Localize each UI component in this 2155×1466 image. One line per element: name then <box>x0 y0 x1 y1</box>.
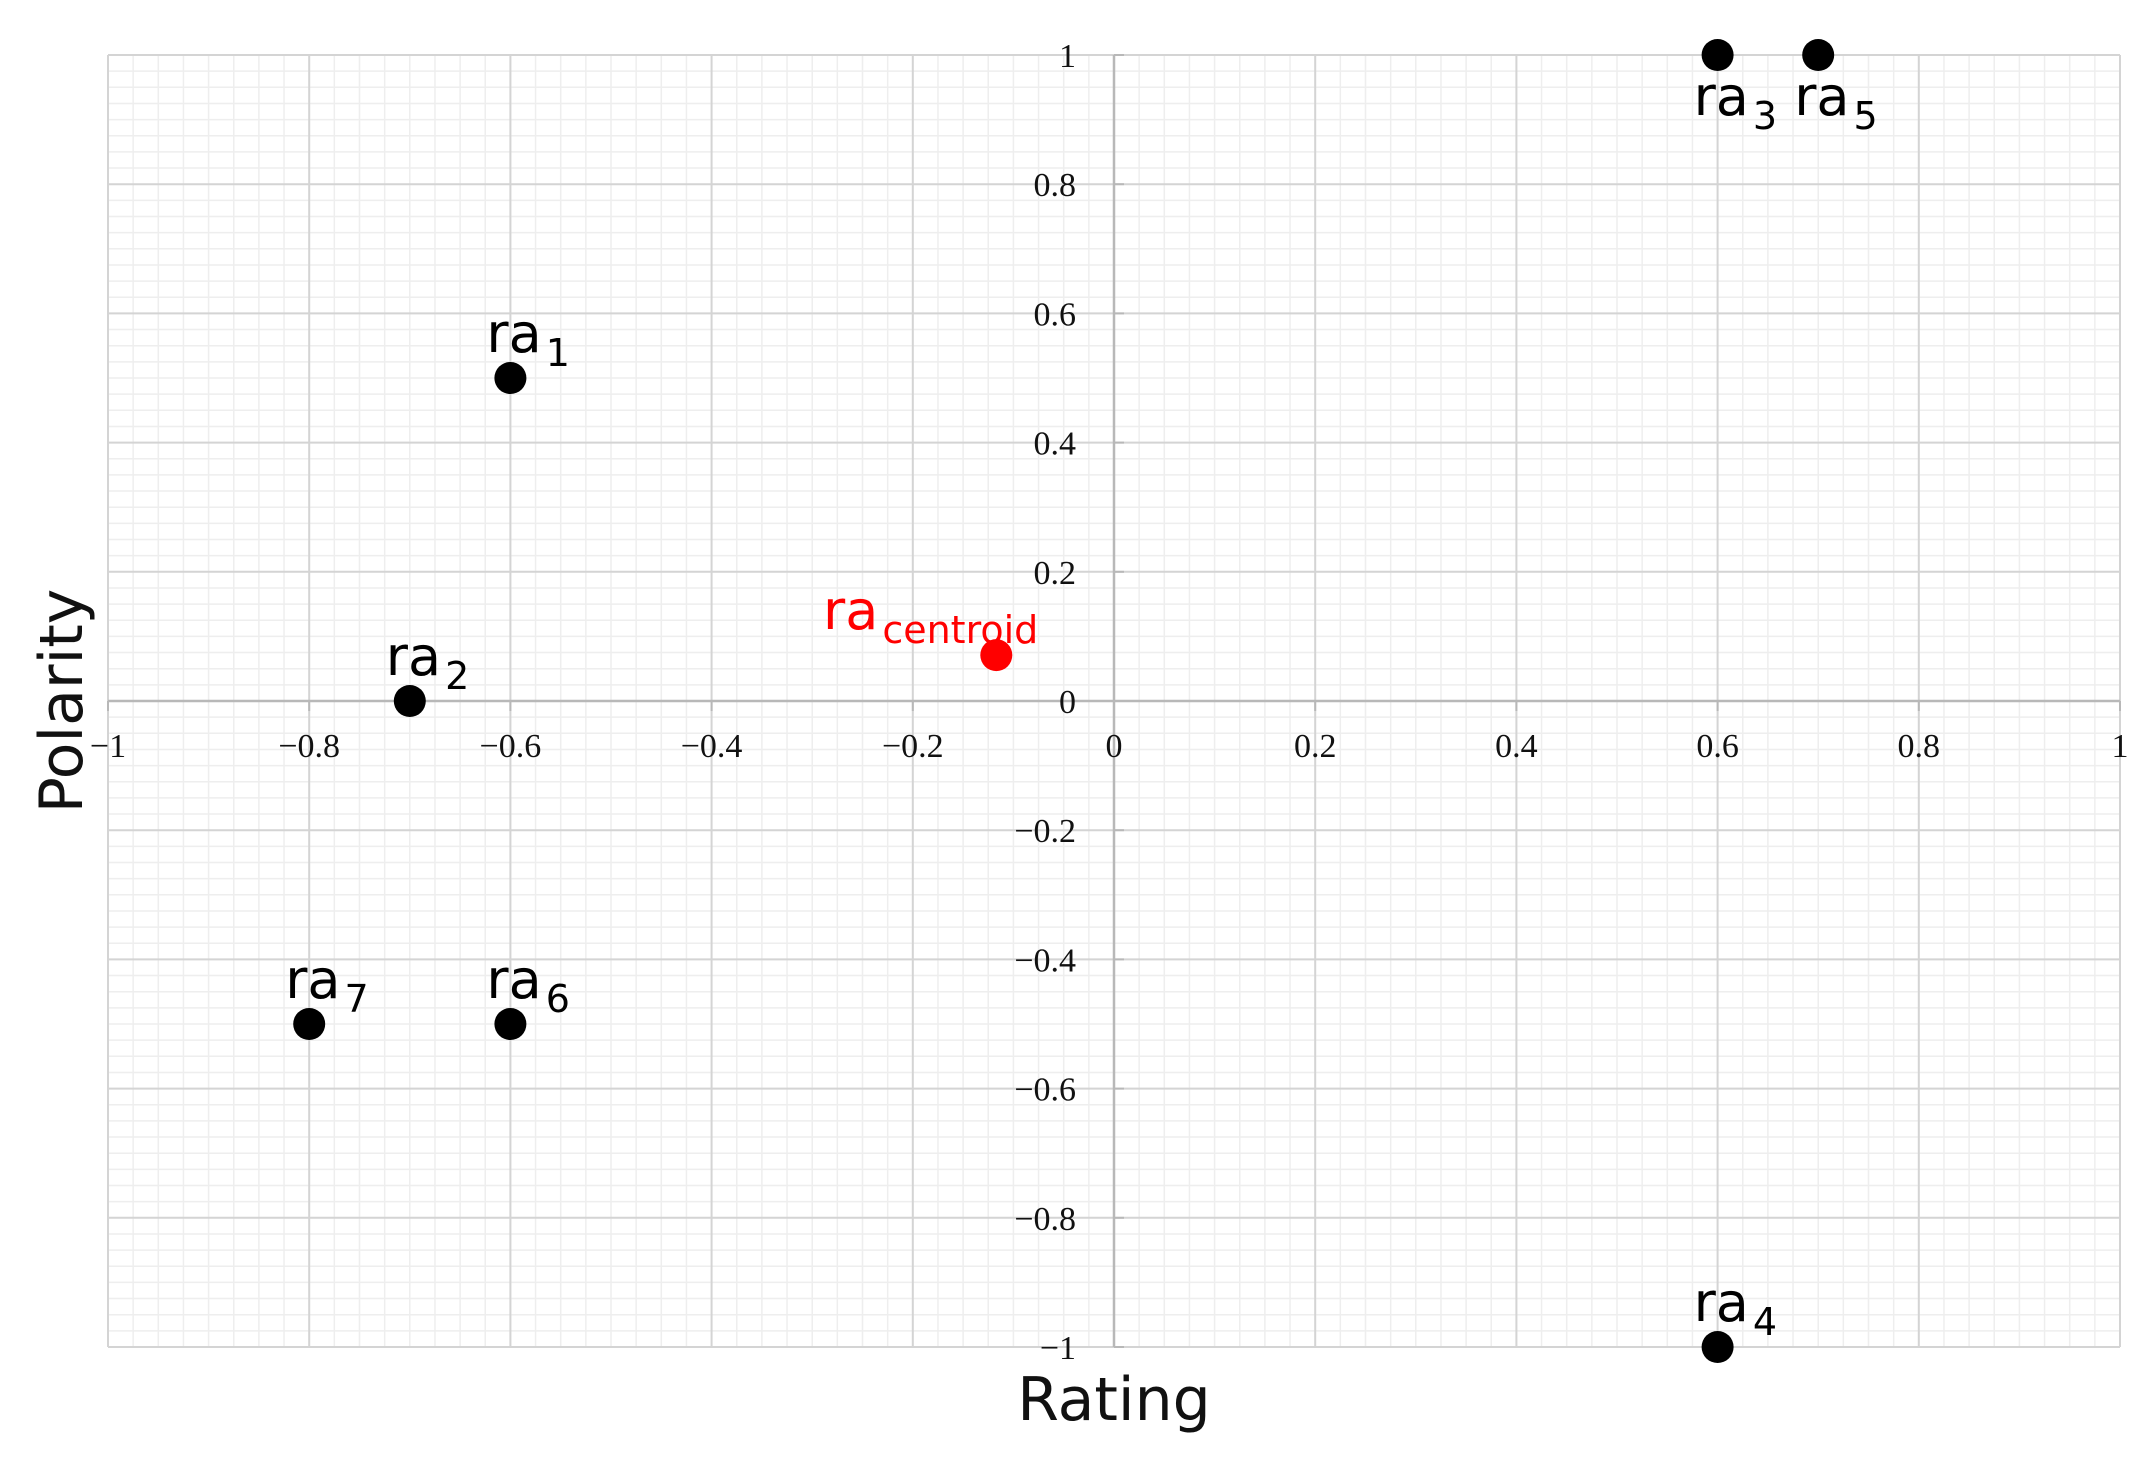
data-point <box>1701 1331 1734 1363</box>
point-label: ra 6 <box>486 948 569 1021</box>
y-tick-label: 0 <box>1059 684 1076 721</box>
x-tick-label: 0 <box>1106 728 1123 765</box>
data-points: ra 1 ra 2 ra 3 ra 4 ra 5 ra 6 ra 7 ra centroid <box>285 39 1878 1363</box>
x-tick-label: 0.2 <box>1294 728 1337 765</box>
point-label: ra 4 <box>1694 1271 1777 1344</box>
x-tick-label: −0.2 <box>882 728 944 765</box>
y-tick-label: 1 <box>1059 38 1076 75</box>
point-label: ra 2 <box>386 625 469 698</box>
y-tick-label: −1 <box>1040 1330 1076 1367</box>
point-label: ra centroid <box>823 579 1038 652</box>
point-label: ra 5 <box>1794 65 1877 138</box>
x-axis-title: Rating <box>1017 1365 1210 1435</box>
x-tick-label: −0.8 <box>278 728 340 765</box>
data-point <box>293 1008 326 1040</box>
data-point <box>980 639 1013 672</box>
data-point <box>1701 39 1734 71</box>
x-tick-label: −0.6 <box>480 728 542 765</box>
data-point <box>494 362 527 394</box>
data-point <box>393 685 426 717</box>
y-tick-label: −0.8 <box>1014 1201 1076 1238</box>
y-tick-label: 0.8 <box>1034 167 1077 204</box>
y-tick-label: −0.6 <box>1014 1072 1076 1109</box>
y-tick-label: 0.2 <box>1034 555 1077 592</box>
x-tick-label: −1 <box>90 728 126 765</box>
point-label: ra 7 <box>285 948 368 1021</box>
axes <box>107 54 2121 1348</box>
point-label: ra 3 <box>1694 65 1777 138</box>
x-tick-label: 0.8 <box>1898 728 1941 765</box>
data-point <box>1802 39 1835 71</box>
y-tick-label: 0.6 <box>1034 296 1077 333</box>
x-tick-label: 1 <box>2112 728 2129 765</box>
point-label: ra 1 <box>486 302 569 375</box>
y-tick-label: −0.4 <box>1014 942 1076 979</box>
y-axis-title: Polarity <box>27 589 97 814</box>
y-tick-label: 0.4 <box>1034 426 1077 463</box>
x-tick-label: 0.6 <box>1696 728 1739 765</box>
data-point <box>494 1008 527 1040</box>
tick-labels: −1 −0.8 −0.6 −0.4 −0.2 0 0.2 0.4 0.6 0.8 1 −1 −0.8 −0… <box>90 38 2129 1367</box>
x-tick-label: 0.4 <box>1495 728 1538 765</box>
x-tick-label: −0.4 <box>681 728 743 765</box>
y-tick-label: −0.2 <box>1014 813 1076 850</box>
